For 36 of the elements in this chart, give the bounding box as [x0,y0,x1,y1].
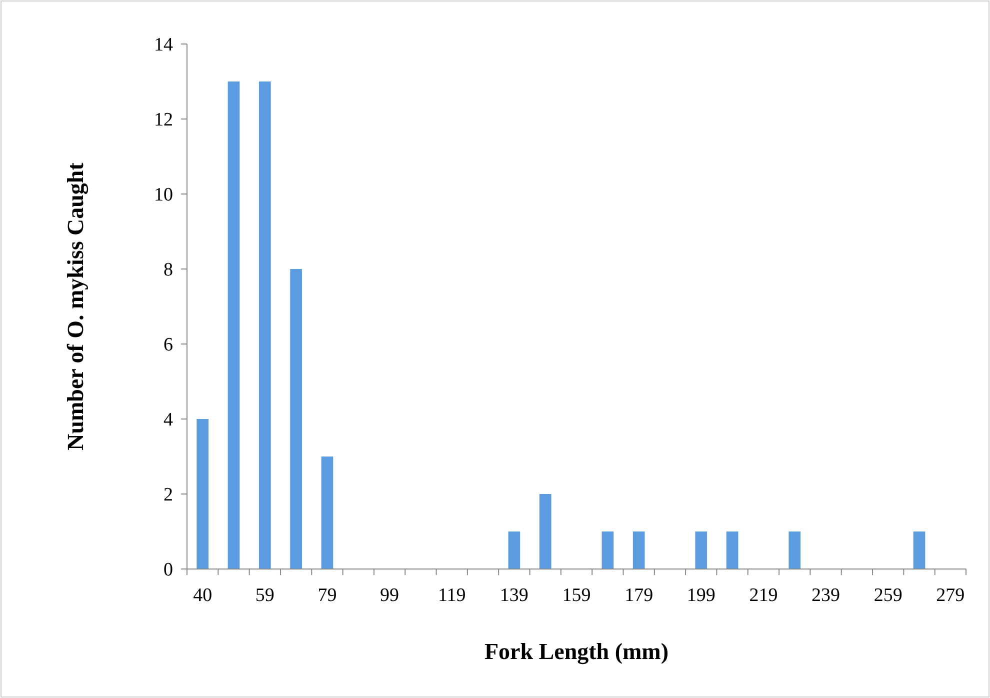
bar [508,532,520,569]
y-tick-label: 2 [164,484,173,506]
x-tick-label: 79 [318,585,337,606]
bar [632,532,645,569]
y-tick-label: 14 [154,34,174,56]
x-tick-label: 159 [562,585,591,606]
y-tick-label: 4 [164,410,174,431]
bar [602,532,614,569]
x-axis-title: Fork Length (mm) [484,639,668,665]
bar [321,456,334,569]
bar [290,269,302,569]
y-tick-label: 12 [154,110,173,131]
y-tick-label: 10 [154,184,173,206]
x-tick-label: 119 [438,585,466,606]
x-tick-label: 179 [624,585,654,606]
bar [539,494,552,569]
bar [726,532,738,569]
y-tick-label: 6 [164,334,173,356]
x-tick-label: 239 [812,585,840,606]
x-tick-label: 139 [500,585,528,606]
bar [228,82,240,569]
bar [788,532,801,569]
y-tick-label: 0 [164,560,173,581]
x-tick-label: 259 [874,585,902,606]
y-axis-title: Number of O. mykiss Caught [63,162,89,450]
x-tick-label: 219 [749,585,778,606]
x-tick-label: 199 [686,585,716,606]
bar [258,82,271,569]
x-tick-label: 99 [380,585,400,606]
bar [913,532,926,569]
x-tick-label: 40 [193,585,212,606]
x-tick-label: 59 [255,585,274,606]
bar [196,419,208,569]
bar [695,532,708,569]
x-tick-label: 279 [936,585,965,606]
y-tick-label: 8 [164,260,173,281]
